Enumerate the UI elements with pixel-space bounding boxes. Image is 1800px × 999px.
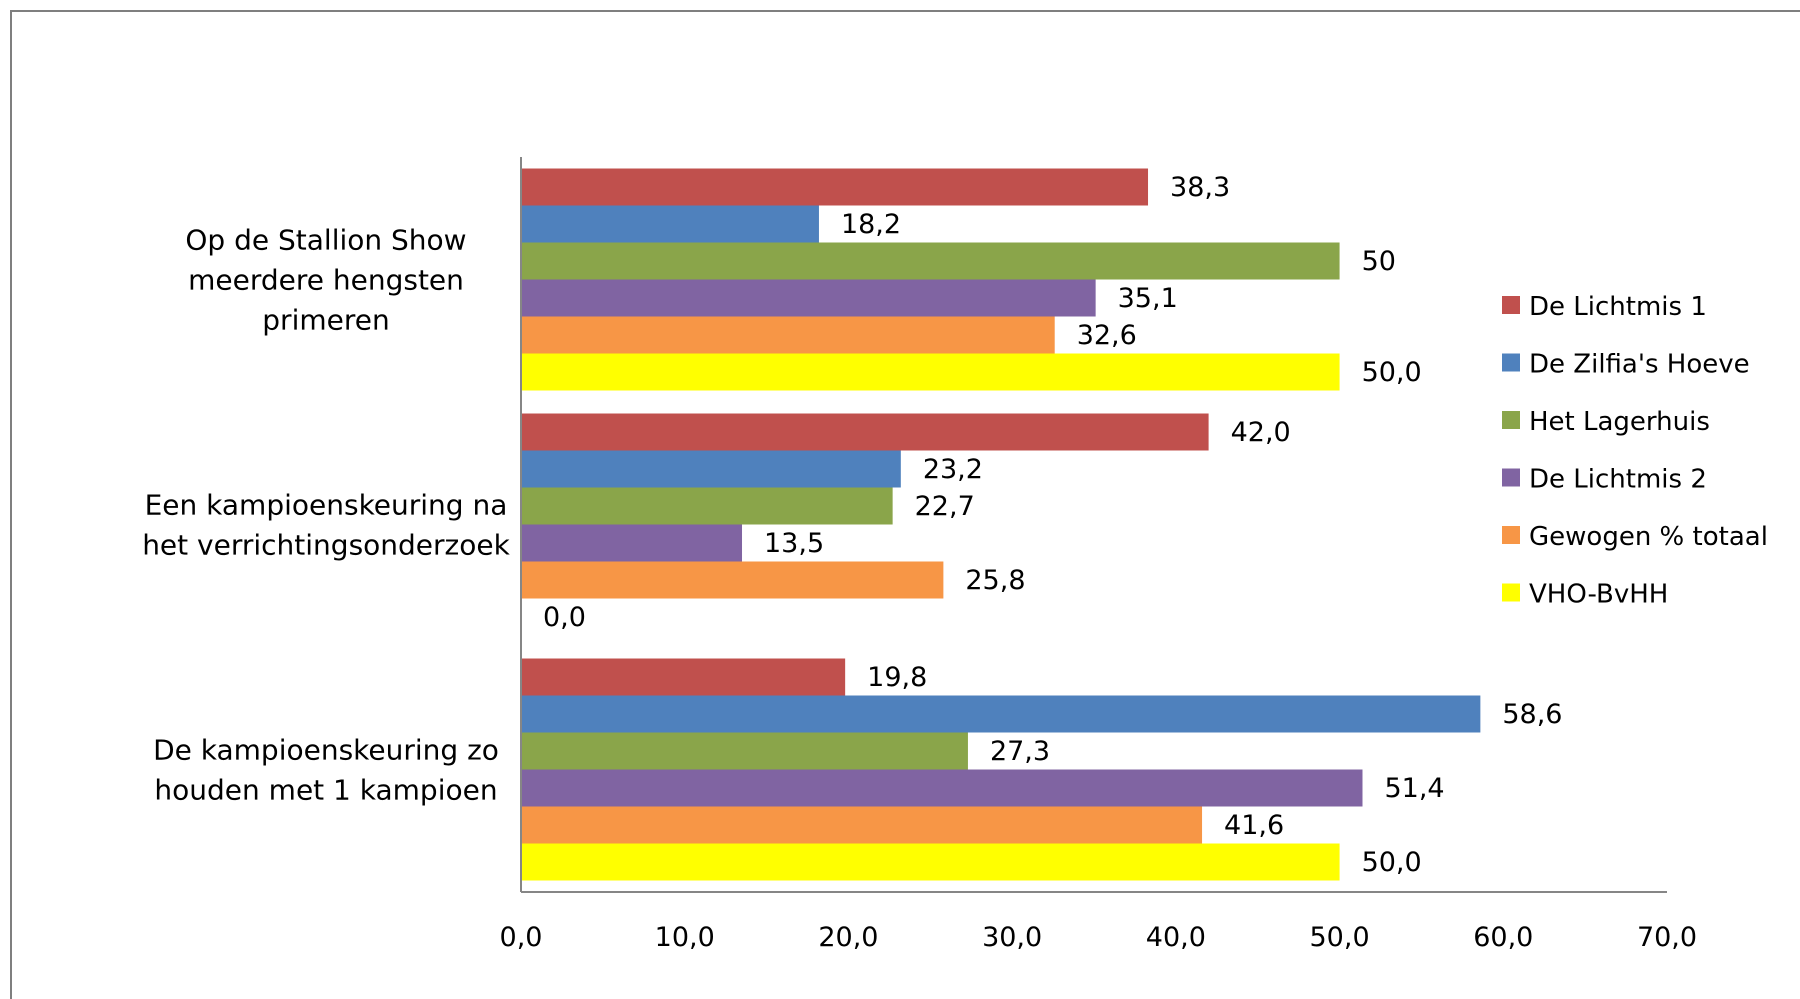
x-tick-label: 70,0 bbox=[1637, 922, 1697, 953]
category-labels-group: Op de Stallion Show meerdere hengsten prim… bbox=[142, 224, 510, 807]
bar bbox=[521, 450, 901, 488]
data-label: 13,5 bbox=[764, 528, 824, 559]
data-label: 25,8 bbox=[965, 565, 1025, 596]
data-label: 41,6 bbox=[1224, 810, 1284, 841]
bar bbox=[521, 732, 968, 770]
x-tick-label: 30,0 bbox=[982, 922, 1042, 953]
legend-swatch bbox=[1502, 468, 1520, 487]
bar bbox=[521, 695, 1481, 733]
bar bbox=[521, 524, 743, 562]
data-label: 50 bbox=[1362, 246, 1396, 277]
legend-label: Gewogen % totaal bbox=[1529, 522, 1768, 552]
data-label: 38,3 bbox=[1170, 172, 1230, 203]
category-label: Een kampioenskeuring na het verrichtingso… bbox=[142, 489, 510, 562]
bar bbox=[521, 561, 944, 599]
data-label: 22,7 bbox=[915, 491, 975, 522]
tick-labels-group: 0,0 10,0 20,0 30,0 40,0 50,0 60,0 70,0 bbox=[500, 922, 1698, 953]
x-tick-label: 10,0 bbox=[655, 922, 715, 953]
x-tick-label: 0,0 bbox=[500, 922, 543, 953]
bars-group bbox=[521, 168, 1481, 881]
legend-swatch bbox=[1502, 526, 1520, 544]
data-label: 51,4 bbox=[1384, 773, 1444, 804]
data-label: 42,0 bbox=[1231, 417, 1291, 448]
bar bbox=[521, 279, 1096, 317]
data-label: 32,6 bbox=[1077, 320, 1137, 351]
x-tick-label: 20,0 bbox=[818, 922, 878, 953]
bar bbox=[521, 413, 1209, 451]
x-tick-label: 60,0 bbox=[1473, 922, 1533, 953]
data-label: 18,2 bbox=[841, 209, 901, 240]
bar bbox=[521, 769, 1363, 807]
data-label: 58,6 bbox=[1502, 699, 1562, 730]
value-labels-group: 38,3 42,0 19,8 18,2 23,2 58,6 50 22,7 27,3 35,1 13… bbox=[543, 172, 1562, 878]
bar bbox=[521, 806, 1203, 844]
bar bbox=[521, 353, 1340, 391]
legend-swatch bbox=[1502, 411, 1520, 429]
x-tick-label: 40,0 bbox=[1146, 922, 1206, 953]
legend-swatch bbox=[1502, 296, 1520, 314]
chart-frame bbox=[10, 10, 1800, 999]
legend-label: De Lichtmis 2 bbox=[1529, 465, 1707, 495]
data-label: 50,0 bbox=[1362, 357, 1422, 388]
bar bbox=[521, 487, 893, 525]
legend-swatch bbox=[1502, 353, 1520, 372]
category-label: Op de Stallion Show meerdere hengsten prim… bbox=[185, 224, 466, 337]
bar bbox=[521, 205, 819, 243]
bar bbox=[521, 658, 846, 696]
bar bbox=[521, 168, 1149, 206]
legend-label: De Zilfia's Hoeve bbox=[1529, 350, 1750, 380]
data-label: 19,8 bbox=[867, 662, 927, 693]
x-tick-label: 50,0 bbox=[1310, 922, 1370, 953]
bar bbox=[521, 242, 1340, 280]
axes-group bbox=[520, 157, 1667, 893]
data-label: 23,2 bbox=[923, 454, 983, 485]
legend: De Lichtmis 1 De Zilfia's Hoeve Het Lagerh… bbox=[1502, 292, 1768, 610]
category-label: De kampioenskeuring zo houden met 1 kampi… bbox=[153, 734, 499, 807]
data-label: 50,0 bbox=[1362, 847, 1422, 878]
data-label: 35,1 bbox=[1118, 283, 1178, 314]
legend-label: De Lichtmis 1 bbox=[1529, 292, 1707, 322]
data-label: 0,0 bbox=[543, 602, 586, 633]
data-label: 27,3 bbox=[990, 736, 1050, 767]
legend-swatch bbox=[1502, 583, 1520, 602]
legend-label: VHO-BvHH bbox=[1529, 580, 1668, 610]
legend-label: Het Lagerhuis bbox=[1529, 407, 1710, 437]
bar bbox=[521, 316, 1055, 354]
bar bbox=[521, 843, 1340, 881]
